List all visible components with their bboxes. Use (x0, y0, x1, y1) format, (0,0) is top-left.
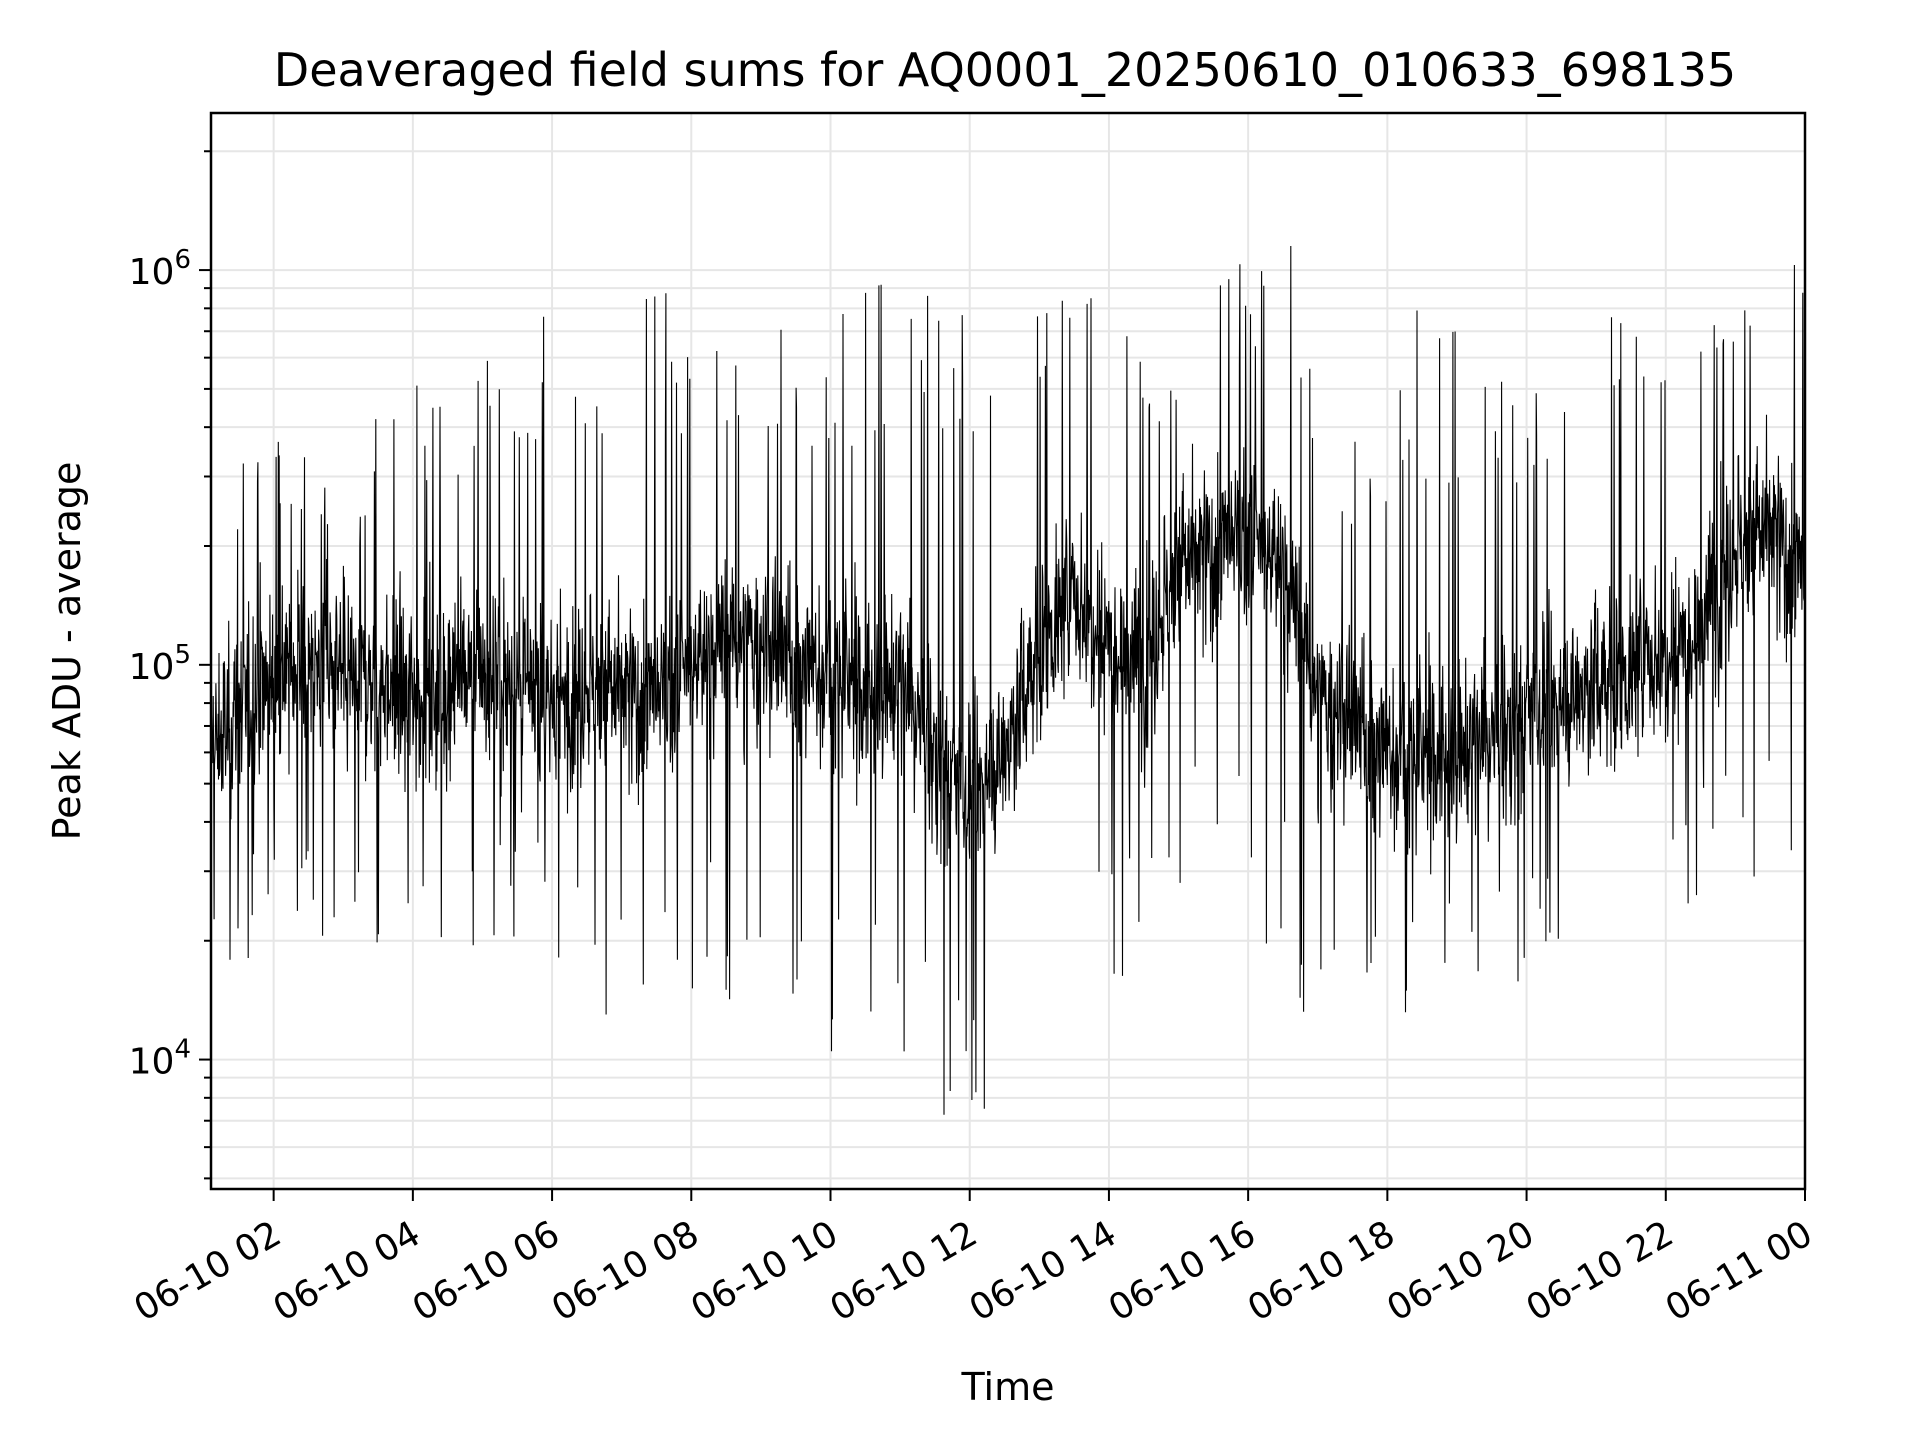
x-tick-label: 06-10 14 (963, 1213, 1124, 1329)
series-line (210, 245, 1806, 1115)
y-tick-label: 106 (129, 245, 191, 293)
y-axis-label: Peak ADU - average (45, 462, 89, 841)
x-tick-label: 06-10 20 (1380, 1213, 1541, 1329)
x-tick-label: 06-10 04 (267, 1213, 428, 1329)
plot-frame (209, 111, 1807, 1191)
y-tick-exponent: 4 (174, 1035, 191, 1065)
y-tick-exponent: 5 (174, 640, 191, 670)
y-tick-exponent: 6 (174, 245, 191, 275)
y-tick-base: 10 (129, 647, 175, 688)
x-tick-label: 06-10 08 (545, 1213, 706, 1329)
x-tick-label: 06-10 16 (1102, 1213, 1263, 1329)
y-tick-label: 104 (129, 1035, 191, 1083)
x-tick-label: 06-10 02 (127, 1213, 288, 1329)
x-tick-label: 06-10 22 (1520, 1213, 1681, 1329)
x-axis-label: Time (961, 1365, 1055, 1409)
x-tick-label: 06-10 12 (824, 1213, 985, 1329)
y-tick-base: 10 (129, 252, 175, 293)
x-tick-label: 06-10 10 (684, 1213, 845, 1329)
y-tick-base: 10 (129, 1042, 175, 1083)
x-tick-label: 06-10 18 (1241, 1213, 1402, 1329)
chart-title: Deaveraged field sums for AQ0001_2025061… (274, 43, 1736, 97)
x-tick-label: 06-10 06 (406, 1213, 567, 1329)
y-tick-label: 105 (129, 640, 191, 688)
series-trace (210, 245, 1806, 1115)
x-tick-label: 06-11 00 (1659, 1213, 1820, 1329)
